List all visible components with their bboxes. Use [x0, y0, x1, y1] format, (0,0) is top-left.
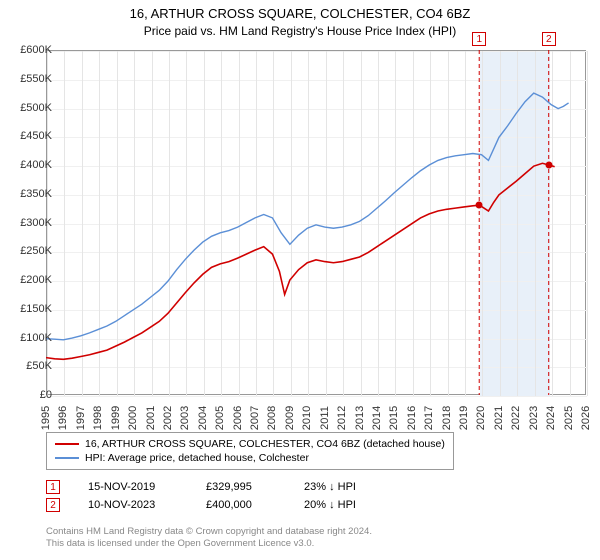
y-tick-label: £600K: [20, 44, 52, 56]
y-tick-label: £100K: [20, 332, 52, 344]
legend-swatch-property: [55, 443, 79, 445]
x-tick-label: 2000: [127, 406, 139, 430]
chart-plot-area: 1995199619971998199920002001200220032004…: [46, 50, 586, 395]
footnote-line1: Contains HM Land Registry data © Crown c…: [46, 526, 372, 538]
x-tick-label: 2012: [336, 406, 348, 430]
y-tick-label: £350K: [20, 188, 52, 200]
x-tick-label: 2024: [545, 406, 557, 430]
x-tick-label: 2002: [162, 406, 174, 430]
y-tick-label: £500K: [20, 102, 52, 114]
y-tick-label: £200K: [20, 274, 52, 286]
y-tick-label: £50K: [26, 360, 52, 372]
marker-price-1: £329,995: [206, 481, 276, 493]
x-tick-label: 2020: [475, 406, 487, 430]
marker-row-2: 2 10-NOV-2023 £400,000 20% ↓ HPI: [46, 496, 356, 514]
x-tick-label: 2021: [493, 406, 505, 430]
y-tick-label: £550K: [20, 73, 52, 85]
x-tick-label: 2003: [179, 406, 191, 430]
x-tick-label: 2013: [354, 406, 366, 430]
x-tick-label: 1996: [57, 406, 69, 430]
x-tick-label: 2011: [319, 406, 331, 430]
legend-item-property: 16, ARTHUR CROSS SQUARE, COLCHESTER, CO4…: [55, 437, 445, 451]
marker-badge-top-2: 2: [542, 32, 556, 46]
x-tick-label: 2015: [388, 406, 400, 430]
x-tick-label: 2009: [284, 406, 296, 430]
marker-delta-2: 20% ↓ HPI: [304, 499, 356, 511]
y-tick-label: £150K: [20, 303, 52, 315]
x-tick-label: 2025: [563, 406, 575, 430]
x-tick-label: 2018: [441, 406, 453, 430]
marker-dot-2: [545, 162, 552, 169]
x-tick-label: 2005: [214, 406, 226, 430]
chart-legend: 16, ARTHUR CROSS SQUARE, COLCHESTER, CO4…: [46, 432, 454, 470]
legend-item-hpi: HPI: Average price, detached house, Colc…: [55, 451, 445, 465]
x-tick-label: 2006: [232, 406, 244, 430]
series-line-property: [46, 163, 555, 359]
x-tick-label: 2019: [458, 406, 470, 430]
marker-price-2: £400,000: [206, 499, 276, 511]
legend-label-hpi: HPI: Average price, detached house, Colc…: [85, 452, 309, 464]
y-tick-label: £450K: [20, 130, 52, 142]
x-tick-label: 2007: [249, 406, 261, 430]
chart-lines-svg: [46, 50, 586, 395]
x-tick-label: 1998: [92, 406, 104, 430]
x-tick-label: 1997: [75, 406, 87, 430]
x-tick-label: 2023: [528, 406, 540, 430]
x-tick-label: 2004: [197, 406, 209, 430]
x-tick-label: 2014: [371, 406, 383, 430]
x-tick-label: 1999: [110, 406, 122, 430]
series-line-hpi: [46, 93, 569, 340]
y-tick-label: £0: [40, 389, 52, 401]
chart-container: { "title": "16, ARTHUR CROSS SQUARE, COL…: [0, 0, 600, 560]
x-tick-label: 2001: [145, 406, 157, 430]
x-tick-label: 1995: [40, 406, 52, 430]
marker-dot-1: [476, 202, 483, 209]
x-tick-label: 2026: [580, 406, 592, 430]
x-tick-label: 2017: [423, 406, 435, 430]
chart-footnote: Contains HM Land Registry data © Crown c…: [46, 526, 372, 551]
x-tick-label: 2008: [266, 406, 278, 430]
marker-badge-2: 2: [46, 498, 60, 512]
marker-row-1: 1 15-NOV-2019 £329,995 23% ↓ HPI: [46, 478, 356, 496]
marker-badge-1: 1: [46, 480, 60, 494]
footnote-line2: This data is licensed under the Open Gov…: [46, 538, 372, 550]
marker-date-1: 15-NOV-2019: [88, 481, 178, 493]
marker-table: 1 15-NOV-2019 £329,995 23% ↓ HPI 2 10-NO…: [46, 478, 356, 514]
y-tick-label: £250K: [20, 245, 52, 257]
chart-title: 16, ARTHUR CROSS SQUARE, COLCHESTER, CO4…: [0, 0, 600, 21]
x-tick-label: 2010: [301, 406, 313, 430]
marker-delta-1: 23% ↓ HPI: [304, 481, 356, 493]
x-tick-label: 2016: [406, 406, 418, 430]
marker-badge-top-1: 1: [472, 32, 486, 46]
y-tick-label: £300K: [20, 217, 52, 229]
chart-subtitle: Price paid vs. HM Land Registry's House …: [0, 21, 600, 38]
x-tick-label: 2022: [510, 406, 522, 430]
y-tick-label: £400K: [20, 159, 52, 171]
legend-label-property: 16, ARTHUR CROSS SQUARE, COLCHESTER, CO4…: [85, 438, 445, 450]
legend-swatch-hpi: [55, 457, 79, 459]
marker-date-2: 10-NOV-2023: [88, 499, 178, 511]
